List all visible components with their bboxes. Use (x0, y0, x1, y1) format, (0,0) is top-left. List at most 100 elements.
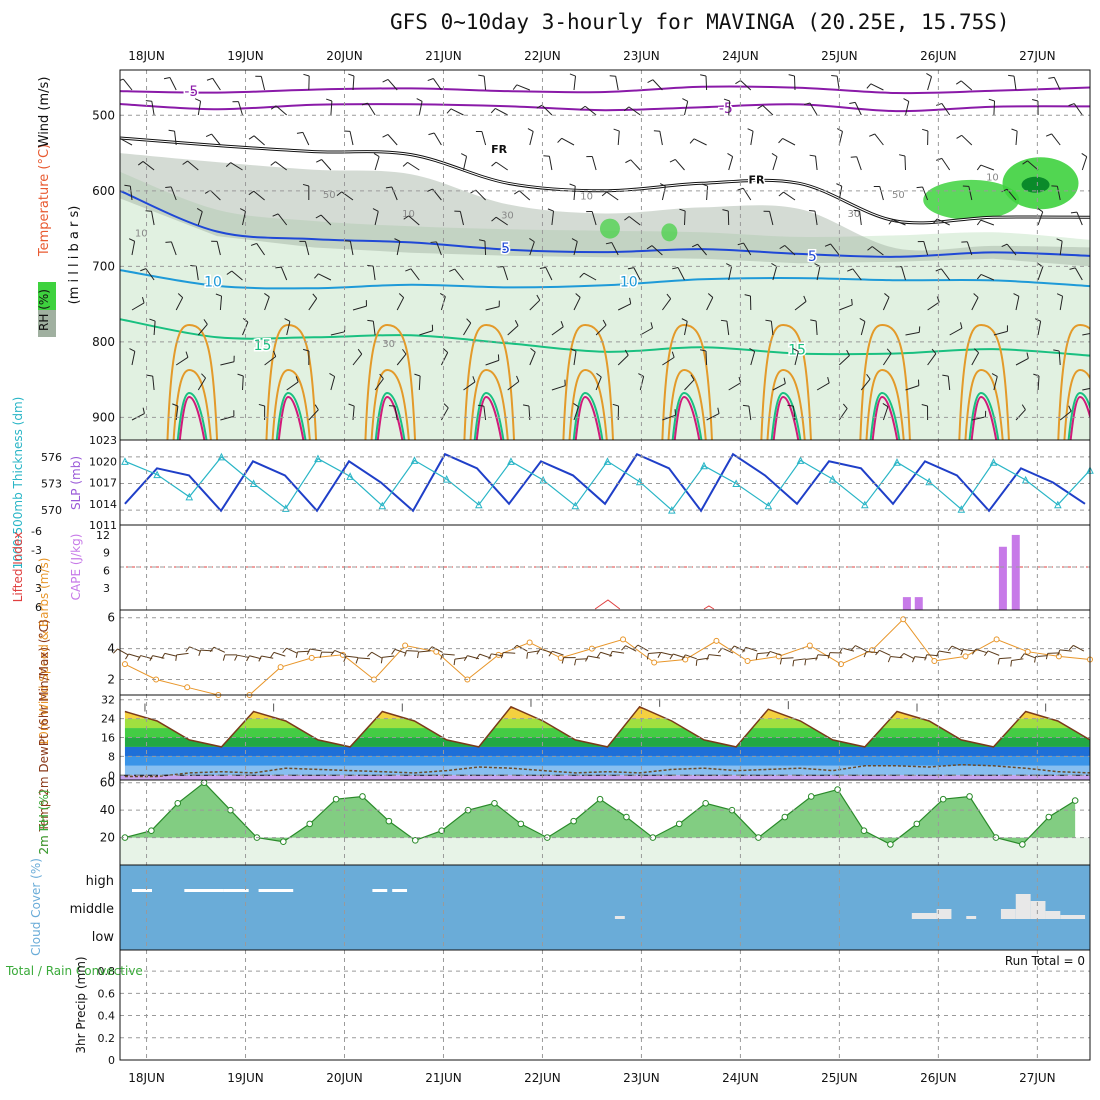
contour-label: 30 (848, 209, 861, 220)
thickness-point (1021, 475, 1030, 484)
wind-barb (308, 293, 318, 311)
wind-barb (145, 210, 155, 226)
wind-barb (547, 208, 555, 226)
high-cloud-strip (132, 889, 152, 892)
rh2m-point (939, 795, 947, 803)
precip-y-tick: 0.8 (98, 965, 116, 978)
wind-speed-point (557, 654, 564, 661)
diurnal-magenta-contour (673, 395, 701, 440)
contour-label: 10 (135, 229, 148, 240)
wind-barb (1056, 293, 1064, 311)
precip-legend-label: Total / Rain Convective (5, 964, 143, 978)
surface-wind-barb (706, 654, 721, 661)
lifted-index-y-tick: -3 (31, 544, 42, 557)
thickness-point (474, 500, 483, 509)
surface-wind-barb (1057, 649, 1072, 656)
wind-barb (971, 293, 979, 311)
wind-barb (512, 84, 530, 91)
wind-barb (428, 132, 442, 146)
wind-barb (679, 208, 686, 226)
lifted-index-y-tick: -6 (31, 525, 42, 538)
panel-border-wind10m (119, 609, 1091, 696)
diurnal-magenta-contour (1069, 395, 1090, 440)
rh2m-point (148, 827, 155, 835)
rh2m-point (306, 820, 314, 828)
wind-barb (490, 108, 508, 116)
cape-y-tick: 6 (103, 564, 110, 577)
wind-barb (124, 184, 133, 201)
wind-barb (706, 293, 714, 311)
wind-barb (765, 319, 774, 336)
rh2m-y-tick: 40 (100, 803, 115, 817)
diurnal-orange-contour (265, 323, 318, 440)
wind-barb (196, 208, 203, 226)
wind-barb (226, 270, 243, 281)
wind-barb (771, 153, 778, 171)
thickness-point (185, 492, 194, 501)
contour-label: 10 (986, 173, 999, 184)
thickness-point (442, 474, 451, 483)
wind-barb (454, 210, 464, 226)
diurnal-teal-contour (770, 391, 802, 440)
wind-barb (569, 73, 577, 91)
wind-barb (647, 79, 663, 91)
wind-barb (976, 164, 995, 171)
wind-barb (669, 158, 685, 171)
wind-barb (580, 105, 597, 116)
surface-wind-barb (319, 651, 334, 659)
day-label-top: 27JUN (1019, 49, 1056, 63)
upper-y-tick: 900 (92, 410, 115, 424)
slp-y-tick: 1017 (89, 477, 117, 490)
surface-wind-barb (863, 651, 879, 658)
surface-wind-barb (209, 646, 226, 653)
precip-y-tick: 0.2 (98, 1032, 116, 1045)
rh-light-shading (120, 171, 1090, 440)
lifted-index-line (594, 599, 621, 610)
wind-barb (396, 293, 405, 311)
contour-label: FR (749, 174, 766, 187)
wind-barb (936, 157, 951, 171)
surface-wind-barb (1020, 653, 1036, 659)
wind-barb (1045, 133, 1061, 146)
rh2m-point (570, 817, 577, 825)
contour-label: 10 (204, 274, 222, 290)
wind-barb (527, 128, 534, 146)
run-total-label: Run Total = 0 (1005, 954, 1085, 968)
temperature-fill (124, 706, 1090, 780)
wind-barb (838, 403, 848, 421)
wind-barb (788, 74, 796, 91)
day-label-bottom: 26JUN (920, 1071, 957, 1085)
wind-barb (706, 407, 720, 421)
surface-wind-barb (997, 657, 1012, 665)
wind-barb (942, 374, 951, 391)
wind-speed-point (526, 639, 533, 646)
wind-barb (551, 379, 566, 391)
thickness-point (378, 501, 387, 510)
wind-barb (1068, 103, 1083, 116)
wind-barb (1051, 185, 1061, 201)
wind-barb (689, 138, 707, 146)
rh2m-point (887, 841, 894, 848)
surface-wind-barb (742, 646, 758, 653)
thickness-point (281, 504, 290, 512)
wind-barb (917, 241, 929, 256)
middle-cloud-block (936, 909, 952, 919)
isotherm-line (120, 269, 1090, 290)
wind-barb (344, 130, 354, 146)
contour-label: 5 (501, 241, 510, 257)
wind-barb (792, 348, 799, 366)
thickness-point (764, 501, 773, 510)
surface-wind-barb (417, 650, 431, 658)
wind-barb (1015, 352, 1029, 366)
precip-axis-label: 3hr Precip (mm) (74, 956, 88, 1053)
wind-speed-point (184, 684, 191, 691)
wind-barb (949, 322, 963, 336)
high-cloud-strip (392, 889, 408, 892)
wind-barb (927, 348, 937, 366)
wind-speed-point (308, 654, 315, 661)
temperature-band (124, 718, 1090, 729)
wind-barb (646, 245, 663, 256)
wind-barb (595, 319, 607, 336)
wind-axis-label: Wind (m/s) (37, 77, 52, 148)
